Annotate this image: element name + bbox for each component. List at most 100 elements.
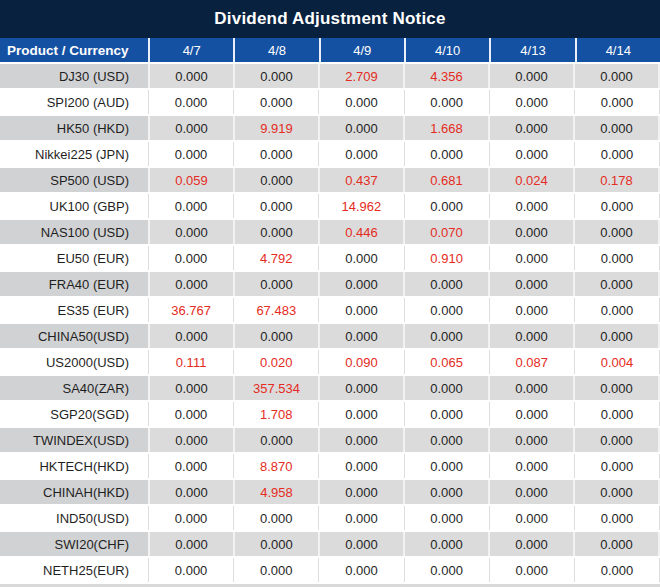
dividend-value-cell: 0.087 — [489, 350, 574, 374]
product-name-cell: IND50(USD) — [0, 506, 148, 530]
table-row: NETH25(EUR)0.0000.0000.0000.0000.0000.00… — [0, 558, 660, 584]
dividend-value-cell: 0.000 — [318, 402, 403, 426]
product-name-cell: UK100 (GBP) — [0, 194, 148, 218]
dividend-value-cell: 0.000 — [318, 480, 403, 504]
dividend-value-cell: 14.962 — [318, 194, 403, 218]
dividend-value-cell: 0.000 — [488, 220, 573, 244]
column-header-date: 4/7 — [148, 38, 233, 62]
dividend-value-cell: 0.000 — [574, 194, 660, 218]
table-row: DJ30 (USD)0.0000.0002.7094.3560.0000.000 — [0, 64, 660, 90]
product-name-cell: EU50 (EUR) — [0, 246, 148, 270]
dividend-value-cell: 0.000 — [489, 246, 574, 270]
dividend-value-cell: 0.000 — [148, 376, 233, 400]
dividend-value-cell: 0.000 — [574, 402, 660, 426]
table-row: US2000(USD)0.1110.0200.0900.0650.0870.00… — [0, 350, 660, 376]
dividend-value-cell: 0.000 — [148, 246, 233, 270]
dividend-value-cell: 0.000 — [574, 558, 660, 582]
dividend-value-cell: 0.000 — [233, 272, 318, 296]
dividend-value-cell: 0.000 — [404, 454, 489, 478]
product-name-cell: SWI20(CHF) — [0, 532, 148, 556]
dividend-value-cell: 0.000 — [489, 506, 574, 530]
product-name-cell: FRA40 (EUR) — [0, 272, 148, 296]
product-name-cell: CHINAH(HKD) — [0, 480, 148, 504]
dividend-value-cell: 0.000 — [148, 532, 233, 556]
dividend-value-cell: 0.000 — [404, 298, 489, 322]
dividend-value-cell: 0.000 — [573, 116, 660, 140]
dividend-value-cell: 0.000 — [318, 298, 403, 322]
dividend-value-cell: 0.000 — [233, 324, 318, 348]
dividend-value-cell: 0.000 — [403, 532, 488, 556]
dividend-value-cell: 0.000 — [318, 246, 403, 270]
dividend-value-cell: 0.000 — [489, 142, 574, 166]
dividend-value-cell: 0.000 — [488, 480, 573, 504]
dividend-value-cell: 0.070 — [403, 220, 488, 244]
dividend-value-cell: 0.000 — [148, 454, 233, 478]
dividend-value-cell: 0.000 — [489, 558, 574, 582]
dividend-value-cell: 0.000 — [233, 142, 318, 166]
product-name-cell: US2000(USD) — [0, 350, 148, 374]
dividend-value-cell: 0.000 — [488, 272, 573, 296]
dividend-value-cell: 0.000 — [573, 324, 660, 348]
dividend-value-cell: 0.000 — [574, 298, 660, 322]
dividend-value-cell: 0.000 — [148, 142, 233, 166]
dividend-value-cell: 36.767 — [148, 298, 233, 322]
dividend-value-cell: 0.000 — [403, 376, 488, 400]
dividend-value-cell: 0.000 — [404, 402, 489, 426]
dividend-value-cell: 0.000 — [404, 558, 489, 582]
dividend-value-cell: 0.910 — [404, 246, 489, 270]
table-row: CHINA50(USD)0.0000.0000.0000.0000.0000.0… — [0, 324, 660, 350]
dividend-value-cell: 0.000 — [148, 506, 233, 530]
product-name-cell: HK50 (HKD) — [0, 116, 148, 140]
product-name-cell: SA40(ZAR) — [0, 376, 148, 400]
dividend-value-cell: 357.534 — [233, 376, 318, 400]
dividend-value-cell: 0.000 — [489, 194, 574, 218]
dividend-value-cell: 0.000 — [488, 428, 573, 452]
dividend-value-cell: 8.870 — [233, 454, 318, 478]
dividend-value-cell: 0.000 — [233, 532, 318, 556]
dividend-value-cell: 0.000 — [318, 506, 403, 530]
dividend-value-cell: 67.483 — [233, 298, 318, 322]
dividend-value-cell: 0.000 — [318, 272, 403, 296]
table-row: HKTECH(HKD)0.0008.8700.0000.0000.0000.00… — [0, 454, 660, 480]
dividend-value-cell: 0.000 — [489, 298, 574, 322]
dividend-value-cell: 4.958 — [233, 480, 318, 504]
dividend-value-cell: 0.178 — [573, 168, 660, 192]
dividend-value-cell: 0.000 — [489, 454, 574, 478]
table-row: ES35 (EUR)36.76767.4830.0000.0000.0000.0… — [0, 298, 660, 324]
table-row: SPI200 (AUD)0.0000.0000.0000.0000.0000.0… — [0, 90, 660, 116]
dividend-value-cell: 0.000 — [148, 402, 233, 426]
table-row: Nikkei225 (JPN)0.0000.0000.0000.0000.000… — [0, 142, 660, 168]
dividend-value-cell: 0.024 — [488, 168, 573, 192]
dividend-value-cell: 0.000 — [233, 506, 318, 530]
dividend-value-cell: 0.000 — [318, 142, 403, 166]
dividend-value-cell: 0.000 — [573, 272, 660, 296]
dividend-value-cell: 0.000 — [573, 480, 660, 504]
dividend-value-cell: 0.000 — [403, 324, 488, 348]
column-header-product-currency: Product / Currency — [0, 38, 148, 62]
product-name-cell: NAS100 (USD) — [0, 220, 148, 244]
table-row: IND50(USD)0.0000.0000.0000.0000.0000.000 — [0, 506, 660, 532]
dividend-value-cell: 0.000 — [573, 428, 660, 452]
product-name-cell: NETH25(EUR) — [0, 558, 148, 582]
dividend-value-cell: 0.000 — [148, 90, 233, 114]
dividend-value-cell: 0.000 — [318, 376, 403, 400]
dividend-value-cell: 0.000 — [318, 324, 403, 348]
dividend-value-cell: 0.000 — [404, 506, 489, 530]
table-row: UK100 (GBP)0.0000.00014.9620.0000.0000.0… — [0, 194, 660, 220]
column-header-date: 4/9 — [319, 38, 404, 62]
dividend-value-cell: 0.000 — [488, 116, 573, 140]
dividend-value-cell: 0.059 — [148, 168, 233, 192]
table-row: HK50 (HKD)0.0009.9190.0001.6680.0000.000 — [0, 116, 660, 142]
column-header-date: 4/10 — [404, 38, 489, 62]
dividend-value-cell: 0.000 — [233, 194, 318, 218]
dividend-value-cell: 0.446 — [318, 220, 403, 244]
dividend-value-cell: 0.000 — [403, 272, 488, 296]
dividend-value-cell: 0.004 — [574, 350, 660, 374]
dividend-value-cell: 0.000 — [403, 480, 488, 504]
dividend-value-cell: 0.000 — [404, 142, 489, 166]
dividend-value-cell: 0.437 — [318, 168, 403, 192]
dividend-value-cell: 0.000 — [233, 64, 318, 88]
dividend-adjustment-notice-table: Dividend Adjustment Notice Product / Cur… — [0, 0, 660, 587]
dividend-value-cell: 0.000 — [488, 376, 573, 400]
dividend-value-cell: 0.000 — [488, 64, 573, 88]
